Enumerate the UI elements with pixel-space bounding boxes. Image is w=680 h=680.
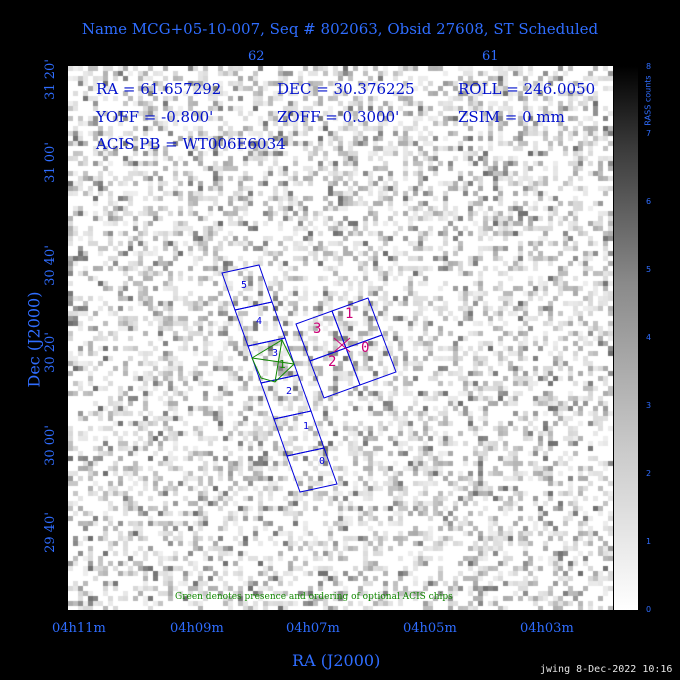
chip-overlay xyxy=(221,264,397,493)
left-tick-31-00: 31 00' xyxy=(42,142,58,183)
cb-tick-5: 5 xyxy=(646,265,652,274)
optional-chip-note: Green denotes presence and ordering of o… xyxy=(175,592,453,602)
info-dec: DEC = 30.376225 xyxy=(277,80,415,98)
info-yoff: YOFF = -0.800' xyxy=(96,108,214,126)
acis-i-label-1: 1 xyxy=(345,306,354,322)
acis-s-label-5: 5 xyxy=(241,280,248,291)
info-zsim: ZSIM = 0 mm xyxy=(458,108,565,126)
acis-s-label-3: 3 xyxy=(272,348,279,359)
cb-tick-1: 1 xyxy=(646,537,652,546)
bottom-tick-04h05m: 04h05m xyxy=(403,621,457,636)
left-tick-30-20: 30 20' xyxy=(42,332,58,373)
acis-s-label-1: 1 xyxy=(303,421,310,432)
info-roll: ROLL = 246.0050 xyxy=(458,80,596,98)
cb-tick-6: 6 xyxy=(646,197,652,206)
acis-i-chip-1 xyxy=(331,297,383,349)
acis-i-label-2: 2 xyxy=(328,354,337,370)
footer-timestamp: jwing 8-Dec-2022 10:16 xyxy=(540,664,673,675)
acis-i-chip-0 xyxy=(345,334,397,386)
acis-s-label-4: 4 xyxy=(256,316,263,327)
info-ra: RA = 61.657292 xyxy=(96,80,222,98)
cb-tick-8: 8 xyxy=(646,62,652,71)
cb-tick-3: 3 xyxy=(646,401,652,410)
rass-noise-image xyxy=(68,66,613,610)
bottom-tick-04h11m: 04h11m xyxy=(52,621,106,636)
acis-s-chip-0 xyxy=(286,447,338,493)
acis-s-label-0: 0 xyxy=(319,456,326,467)
optional-chip-marker xyxy=(251,339,295,383)
bottom-tick-04h03m: 04h03m xyxy=(520,621,574,636)
cb-tick-2: 2 xyxy=(646,469,652,478)
info-acis-pb: ACIS PB = WT006E6034 xyxy=(96,135,286,153)
acis-i-label-0: 0 xyxy=(361,340,370,356)
left-tick-29-40: 29 40' xyxy=(42,512,58,553)
optional-chip-label: 1 xyxy=(279,358,286,371)
x-axis-title: RA (J2000) xyxy=(292,651,381,670)
cb-tick-4: 4 xyxy=(646,333,652,342)
colorbar-title: RASS counts xyxy=(643,75,653,126)
sky-image-plot: 5 4 3 2 1 0 3 1 2 0 1 RA = 61.657292 DEC… xyxy=(68,66,613,610)
y-axis-title: Dec (J2000) xyxy=(24,291,44,388)
cb-tick-7: 7 xyxy=(646,129,652,138)
left-tick-30-00: 30 00' xyxy=(42,425,58,466)
acis-i-label-3: 3 xyxy=(313,321,322,337)
top-tick-61: 61 xyxy=(482,49,499,64)
cb-tick-0: 0 xyxy=(646,605,652,614)
colorbar xyxy=(614,66,638,610)
plot-title: Name MCG+05-10-007, Seq # 802063, Obsid … xyxy=(81,20,599,38)
bottom-tick-04h09m: 04h09m xyxy=(170,621,224,636)
top-tick-62: 62 xyxy=(248,49,265,64)
acis-s-label-2: 2 xyxy=(286,386,293,397)
left-tick-31-20: 31 20' xyxy=(42,59,58,100)
bottom-tick-04h07m: 04h07m xyxy=(286,621,340,636)
left-tick-30-40: 30 40' xyxy=(42,245,58,286)
info-zoff: ZOFF = 0.3000' xyxy=(277,108,400,126)
